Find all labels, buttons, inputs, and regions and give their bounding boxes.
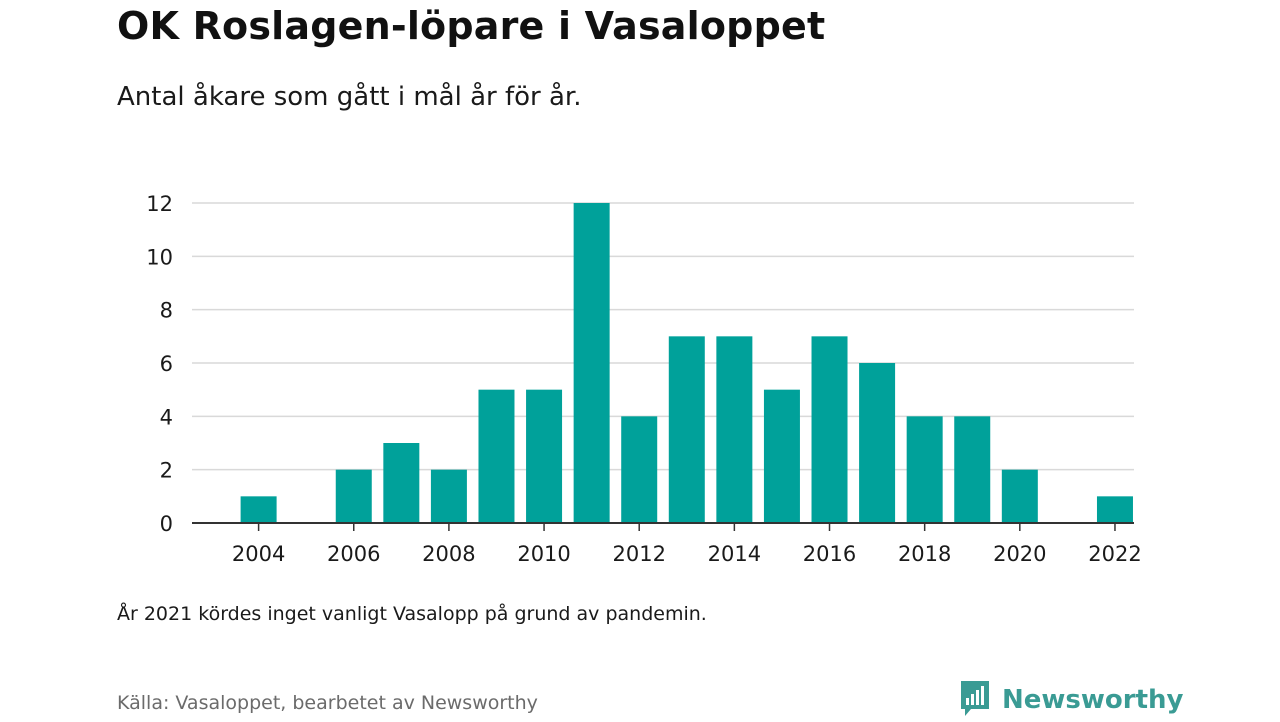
- chart-title: OK Roslagen-löpare i Vasaloppet: [117, 4, 826, 48]
- bar-2010: [526, 389, 563, 523]
- y-tick-label: 8: [160, 299, 173, 323]
- bar-2011: [573, 203, 610, 523]
- bar-chart-speech-bubble-icon: [958, 678, 992, 722]
- bar-2012: [621, 416, 658, 523]
- bar-2013: [668, 336, 705, 523]
- bar-2019: [954, 416, 991, 523]
- y-tick-label: 6: [160, 352, 173, 376]
- bar-2007: [383, 443, 420, 523]
- x-tick-label: 2020: [993, 542, 1046, 566]
- source-text: Källa: Vasaloppet, bearbetet av Newswort…: [117, 692, 538, 714]
- x-tick-label: 2018: [898, 542, 951, 566]
- bar-2004: [240, 496, 277, 523]
- brand-logo: Newsworthy: [958, 680, 1183, 720]
- axes: 0 2 4 6 8 10 12 2004 2006 2008 2010 2012 2014 2016 201…: [146, 192, 1141, 566]
- x-tick-label: 2006: [327, 542, 380, 566]
- bar-2016: [811, 336, 848, 523]
- bar-2020: [1001, 469, 1038, 523]
- y-tick-label: 0: [160, 512, 173, 536]
- bar-chart: 0 2 4 6 8 10 12 2004 2006 2008 2010 2012 2014 2016 201…: [146, 192, 1141, 566]
- bar-2008: [430, 469, 467, 523]
- chart-subtitle: Antal åkare som gått i mål år för år.: [117, 82, 582, 112]
- y-tick-label: 4: [160, 405, 173, 429]
- bar-2014: [716, 336, 753, 523]
- y-tick-label: 10: [146, 245, 173, 269]
- bar-2006: [335, 469, 372, 523]
- bar-2018: [906, 416, 943, 523]
- x-tick-label: 2016: [803, 542, 856, 566]
- bar-2022: [1096, 496, 1133, 523]
- bar-2009: [478, 389, 515, 523]
- bar-2017: [859, 363, 896, 523]
- x-tick-label: 2010: [517, 542, 570, 566]
- bars: [240, 203, 1133, 523]
- brand-name: Newsworthy: [1002, 685, 1184, 715]
- x-tick-label: 2014: [708, 542, 761, 566]
- y-tick-label: 12: [146, 192, 173, 216]
- gridlines: [192, 202, 1134, 471]
- y-tick-label: 2: [160, 459, 173, 483]
- x-tick-label: 2008: [422, 542, 475, 566]
- x-tick-label: 2004: [232, 542, 285, 566]
- x-tick-label: 2012: [612, 542, 665, 566]
- x-tick-label: 2022: [1088, 542, 1141, 566]
- chart-note: År 2021 kördes inget vanligt Vasalopp på…: [117, 603, 707, 625]
- bar-2015: [763, 389, 800, 523]
